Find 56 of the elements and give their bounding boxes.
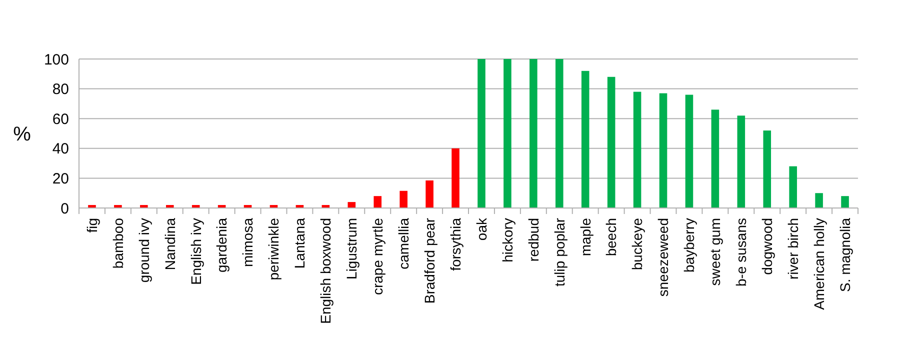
bar <box>581 70 590 208</box>
x-tick-label: English ivy <box>188 218 204 285</box>
bar <box>530 59 538 208</box>
x-tick-label: beech <box>603 218 620 256</box>
y-tick-label: 40 <box>52 140 69 158</box>
x-tick-label: tulip poplar <box>551 218 568 286</box>
x-tick-label: sweet gum <box>707 218 724 286</box>
x-tick-label: Lantana <box>292 218 308 269</box>
y-tick-label: 60 <box>52 110 69 128</box>
x-tick-label: camellia <box>395 218 412 270</box>
bar <box>711 110 720 208</box>
x-tick-label: fig <box>84 218 100 233</box>
x-tick-label: periwinkle <box>266 218 282 280</box>
x-tick-label: S. magnolia <box>836 218 853 292</box>
x-tick-label: river birch <box>784 218 801 280</box>
bar <box>841 196 849 208</box>
bar <box>374 196 382 208</box>
x-tick-label: bayberry <box>681 218 698 272</box>
x-tick-label: maple <box>577 218 594 256</box>
x-tick-label: hickory <box>499 218 516 262</box>
x-tick-label: sneezeweed <box>655 218 672 297</box>
x-tick-label: American holly <box>810 218 827 310</box>
bar <box>478 59 486 208</box>
x-tick-label: b-e susans <box>733 218 750 286</box>
bar <box>763 130 772 208</box>
x-tick-label: ground ivy <box>136 218 152 283</box>
x-tick-label: English boxwood <box>318 218 334 324</box>
bar <box>659 93 668 208</box>
x-tick-label: Nandina <box>162 218 178 270</box>
bar <box>789 166 797 208</box>
bar <box>607 76 616 208</box>
x-tick-label: Ligustrum <box>344 218 360 280</box>
x-tick-label: forsythia <box>447 218 464 271</box>
bar <box>400 190 408 208</box>
x-tick-label: redbud <box>525 218 542 262</box>
y-tick-label: 20 <box>52 170 69 188</box>
bar <box>452 148 460 208</box>
bar <box>685 94 694 208</box>
x-tick-label: oak <box>473 217 490 241</box>
x-tick-label: dogwood <box>759 218 776 275</box>
bar <box>737 116 746 208</box>
x-tick-label: Bradford pear <box>421 218 438 304</box>
y-tick-label: 0 <box>60 200 69 218</box>
y-tick-label: 80 <box>52 81 69 98</box>
y-tick-label: 100 <box>44 51 69 68</box>
bar <box>633 92 642 208</box>
x-tick-label: bamboo <box>110 218 126 269</box>
bar <box>815 193 823 208</box>
x-tick-label: crape myrtle <box>370 218 386 296</box>
x-tick-label: buckeye <box>629 218 646 270</box>
x-tick-label: gardenia <box>214 218 230 272</box>
bar <box>555 59 564 208</box>
bar <box>504 59 512 208</box>
y-axis-title: % <box>13 124 32 146</box>
bar <box>426 180 434 208</box>
x-tick-label: mimosa <box>240 218 256 268</box>
